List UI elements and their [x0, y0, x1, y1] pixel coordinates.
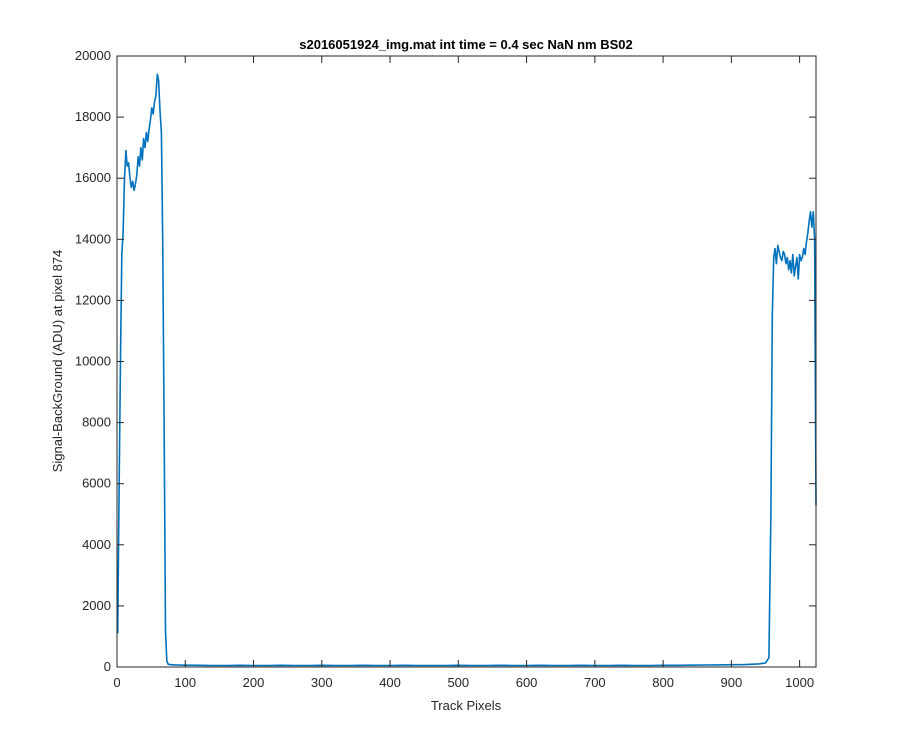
y-tick-label: 12000: [75, 292, 111, 307]
y-tick-label: 14000: [75, 231, 111, 246]
y-tick-label: 10000: [75, 354, 111, 369]
y-tick-label: 18000: [75, 109, 111, 124]
series-line: [116, 73, 817, 667]
x-tick-label: 900: [721, 675, 743, 690]
chart-title: s2016051924_img.mat int time = 0.4 sec N…: [299, 37, 633, 52]
x-tick-label: 700: [584, 675, 606, 690]
y-tick-label: 20000: [75, 48, 111, 63]
y-tick-label: 8000: [82, 415, 111, 430]
x-tick-label: 1000: [785, 675, 814, 690]
x-tick-label: 800: [652, 675, 674, 690]
x-axis-label: Track Pixels: [431, 698, 502, 713]
axes-box: [116, 55, 817, 668]
x-tick-label: 600: [516, 675, 538, 690]
x-tick-label: 400: [379, 675, 401, 690]
x-tick-label: 300: [311, 675, 333, 690]
y-tick-label: 0: [104, 659, 111, 674]
x-tick-label: 0: [113, 675, 120, 690]
series-layer: [116, 73, 817, 667]
y-tick-label: 16000: [75, 170, 111, 185]
tick-layer: 0 100 200 300 400 500 600 700 800 900 100002000400…: [75, 48, 816, 690]
y-tick-label: 6000: [82, 476, 111, 491]
x-tick-label: 200: [243, 675, 265, 690]
x-tick-label: 500: [447, 675, 469, 690]
plot-area: [117, 56, 816, 667]
y-tick-label: 4000: [82, 537, 111, 552]
y-axis-label: Signal-BackGround (ADU) at pixel 874: [50, 250, 65, 473]
x-tick-label: 100: [174, 675, 196, 690]
y-tick-label: 2000: [82, 598, 111, 613]
